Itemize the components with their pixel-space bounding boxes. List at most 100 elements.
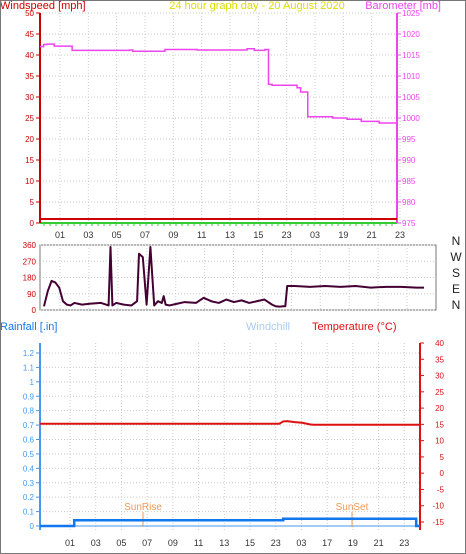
barometer-tick: 1020 [402,30,420,39]
bottom-x-tick: 13 [219,538,229,548]
windspeed-barometer-chart: Windspeed [mph] 24 hour graph day - 20 A… [0,0,441,240]
rainfall-tick-labels: 1.2 1.1 1 0.9 0.8 0.7 0.6 0.5 0.4 0.3 0.2 0.1 0 [23,349,35,531]
temperature-tick: -15 [432,518,444,527]
rainfall-tick: 1.1 [23,363,35,372]
temperature-tick: -5 [437,485,445,494]
bottom-x-tick: 15 [245,538,255,548]
windspeed-tick: 45 [25,30,34,39]
barometer-line [40,43,398,128]
temperature-tick: 0 [440,469,445,478]
rainfall-tick: 0.9 [23,392,35,401]
rainfall-temperature-chart: Rainfall [.in] Windchill Temperature (°C… [0,321,445,548]
compass-label: S [452,266,460,280]
temperature-tick: -10 [432,502,444,511]
compass-label: N [452,234,461,248]
rainfall-line [40,517,420,528]
rainfall-tick: 0.5 [23,450,35,459]
top-x-tick: 23 [282,230,292,240]
temperature-tick: 15 [435,420,444,429]
windspeed-tick: 15 [25,156,34,165]
barometer-tick: 975 [402,219,416,228]
top-x-tick-labels: 01 03 05 07 09 11 13 15 23 03 19 21 23 [55,230,405,240]
direction-line [43,246,424,308]
top-x-tick: 21 [367,230,377,240]
sunrise-label: SunRise [124,502,162,513]
barometer-axis-label: Barometer [mb] [365,0,441,12]
top-x-tick: 09 [168,230,178,240]
bottom-x-tick: 23 [399,538,409,548]
temperature-tick-labels: 40 35 30 25 20 15 10 5 0 -5 -10 -15 [432,339,444,527]
bottom-x-tick: 07 [142,538,152,548]
temperature-line [40,420,420,426]
windspeed-tick: 40 [25,51,34,60]
temperature-tick: 5 [440,453,445,462]
barometer-tick: 1025 [402,9,420,18]
bottom-x-tick: 03 [296,538,306,548]
top-x-tick: 07 [140,230,150,240]
barometer-tick-labels: 1025 1020 1015 1010 1005 1000 995 990 985 980 975 [402,9,420,228]
bottom-x-tick: 03 [91,538,101,548]
rainfall-tick: 1.2 [23,349,35,358]
bottom-x-tick: 05 [116,538,126,548]
rainfall-tick: 0.1 [23,508,35,517]
barometer-tick: 1005 [402,93,420,102]
rainfall-tick: 0 [30,522,35,531]
windspeed-tick: 35 [25,72,34,81]
windspeed-axis-label: Windspeed [mph] [0,0,86,12]
direction-tick: 0 [32,306,37,315]
windspeed-tick: 25 [25,114,34,123]
top-series [40,43,398,220]
rainfall-tick: 0.3 [23,479,35,488]
top-x-tick: 11 [197,230,206,240]
top-x-tick: 13 [225,230,235,240]
top-x-tick: 03 [310,230,320,240]
top-x-tick: 23 [395,230,405,240]
bottom-x-tick: 17 [322,538,332,548]
temperature-tick: 35 [435,355,444,364]
temperature-tick: 25 [435,388,444,397]
direction-series [43,246,424,308]
rainfall-axis-label: Rainfall [.in] [0,321,57,333]
direction-tick: 360 [23,241,37,250]
direction-tick: 270 [23,257,37,266]
windspeed-tick: 5 [30,198,35,207]
rainfall-tick: 0.7 [23,421,35,430]
direction-tick: 180 [23,274,37,283]
top-x-tick: 01 [55,230,65,240]
compass-label: E [452,282,460,296]
rainfall-tick: 0.8 [23,407,35,416]
temperature-tick: 40 [435,339,444,348]
sun-markers: SunRise SunSet [124,502,369,527]
bottom-grid [36,342,424,530]
direction-tick-labels: 360 270 180 90 0 [23,241,37,315]
compass-label: W [450,250,462,264]
barometer-tick: 1010 [402,72,420,81]
temperature-tick: 20 [435,404,444,413]
temperature-axis-label: Temperature (°C) [312,321,396,333]
barometer-tick: 1000 [402,114,420,123]
temperature-tick: 30 [435,372,444,381]
sunset-label: SunSet [336,502,369,513]
barometer-tick: 995 [402,135,416,144]
bottom-x-tick: 23 [271,538,281,548]
top-x-tick: 19 [338,230,348,240]
windchill-axis-label: Windchill [246,321,290,333]
chart-title: 24 hour graph day - 20 August 2020 [169,0,345,12]
rainfall-tick: 0.2 [23,493,35,502]
top-x-tick: 15 [253,230,263,240]
top-x-tick: 03 [83,230,93,240]
windspeed-tick: 50 [25,9,34,18]
direction-tick: 90 [27,290,36,299]
top-x-tick: 05 [112,230,122,240]
bottom-x-tick: 21 [374,538,384,548]
windspeed-tick: 10 [25,177,34,186]
bottom-x-tick-labels: 01 03 05 07 09 11 13 15 23 03 17 19 21 23 [65,538,409,548]
compass-label: N [452,298,461,312]
rainfall-tick: 1 [30,378,35,387]
barometer-tick: 1015 [402,51,420,60]
windspeed-tick: 0 [30,219,35,228]
